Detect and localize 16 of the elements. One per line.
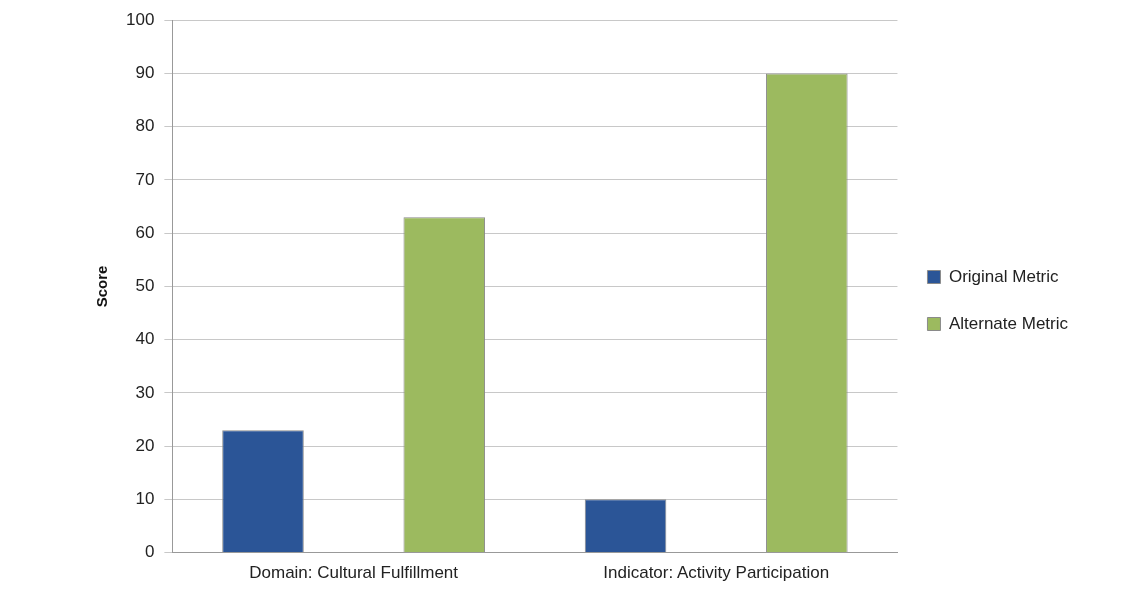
y-tick-label: 70: [135, 169, 155, 189]
y-tick-label: 0: [144, 542, 155, 562]
y-tick-label: 60: [135, 222, 155, 242]
y-tick-label: 50: [135, 276, 155, 296]
y-tick-label: 90: [135, 63, 155, 83]
y-tick-label: 20: [135, 435, 155, 455]
legend-label: Alternate Metric: [948, 313, 1069, 333]
y-axis-title: Score: [93, 265, 111, 308]
y-tick-label: 10: [135, 489, 155, 509]
y-tick-label: 100: [125, 9, 155, 29]
x-tick-label: Indicator: Activity Participation: [603, 563, 830, 583]
legend-label: Original Metric: [948, 266, 1060, 286]
x-tick-label: Domain: Cultural Fulfillment: [249, 563, 459, 583]
y-tick-label: 80: [135, 116, 155, 136]
y-tick-label: 30: [135, 382, 155, 402]
y-tick-label: 40: [135, 329, 155, 349]
